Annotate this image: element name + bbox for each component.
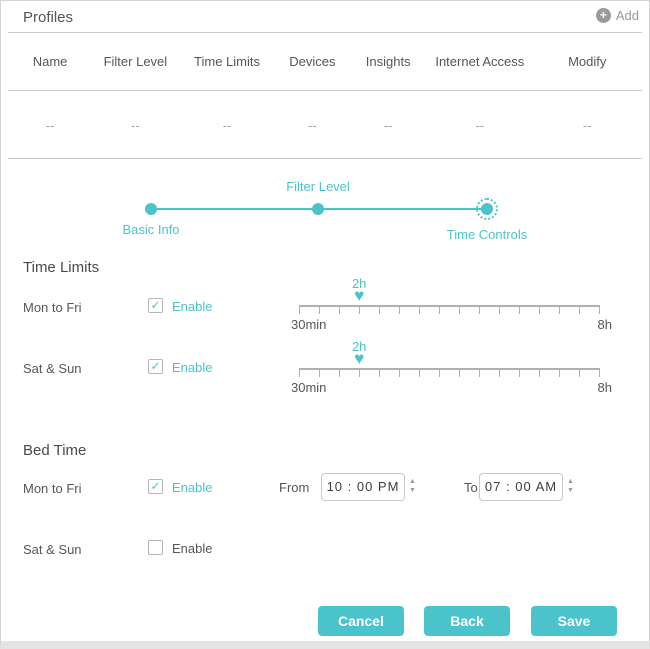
stepper-label-basic-info: Basic Info bbox=[122, 222, 180, 237]
slider-min-label: 30min bbox=[291, 380, 327, 395]
time-limits-mon-fri-slider: 2h ♥ 30min 8h bbox=[291, 276, 612, 332]
bed-time-to-stepper[interactable]: ▲ ▼ bbox=[567, 478, 574, 495]
check-icon: ✓ bbox=[150, 479, 161, 493]
cell-name: -- bbox=[45, 118, 55, 133]
time-limits-heading: Time Limits bbox=[23, 259, 100, 276]
slider-ruler[interactable] bbox=[299, 305, 600, 314]
cell-filter-level: -- bbox=[131, 118, 140, 133]
bed-time-sat-sun-enable-label[interactable]: Enable bbox=[172, 541, 213, 556]
cell-internet-access: -- bbox=[475, 118, 485, 133]
slider-max-label: 8h bbox=[597, 317, 612, 332]
bed-time-mon-fri-checkbox[interactable]: ✓ bbox=[148, 479, 163, 494]
slider-handle-icon[interactable]: ♥ bbox=[354, 349, 365, 368]
spinner-down-icon[interactable]: ▼ bbox=[567, 487, 574, 494]
column-header-devices: Devices bbox=[289, 54, 336, 69]
spinner-up-icon[interactable]: ▲ bbox=[409, 478, 416, 485]
slider-ruler[interactable] bbox=[299, 368, 600, 377]
slider-max-label: 8h bbox=[597, 380, 612, 395]
time-limits-sat-sun-label: Sat & Sun bbox=[23, 361, 82, 376]
table-header-divider bbox=[8, 90, 642, 91]
cancel-button[interactable]: Cancel bbox=[318, 606, 404, 636]
bed-time-sat-sun-label: Sat & Sun bbox=[23, 542, 82, 557]
time-limits-sat-sun-slider: 2h ♥ 30min 8h bbox=[291, 339, 612, 395]
time-limits-mon-fri-label: Mon to Fri bbox=[23, 300, 82, 315]
add-icon: + bbox=[595, 8, 611, 23]
to-label: To bbox=[464, 480, 478, 495]
time-limits-sat-sun-enable-label[interactable]: Enable bbox=[172, 360, 213, 375]
header-divider bbox=[8, 32, 642, 33]
check-icon: ✓ bbox=[150, 359, 161, 373]
column-header-name: Name bbox=[32, 54, 68, 69]
bed-time-mon-fri-label: Mon to Fri bbox=[23, 481, 82, 496]
cell-devices: -- bbox=[308, 118, 317, 133]
slider-min-label: 30min bbox=[291, 317, 327, 332]
save-button[interactable]: Save bbox=[531, 606, 617, 636]
table-bottom-divider bbox=[8, 158, 642, 159]
column-header-internet-access: Internet Access bbox=[435, 54, 525, 69]
table-header-row: Name Filter Level Time Limits Devices In… bbox=[9, 54, 641, 69]
time-limits-mon-fri-checkbox[interactable]: ✓ bbox=[148, 298, 163, 313]
stepper-dot-basic-info[interactable] bbox=[145, 203, 157, 215]
time-limits-mon-fri-enable-label[interactable]: Enable bbox=[172, 299, 213, 314]
time-limits-sat-sun-checkbox[interactable]: ✓ bbox=[148, 359, 163, 374]
column-header-time-limits: Time Limits bbox=[194, 54, 260, 69]
slider-value-label: 2h bbox=[351, 339, 367, 354]
bed-time-from-stepper[interactable]: ▲ ▼ bbox=[409, 478, 416, 495]
add-profile-button[interactable]: + Add bbox=[595, 8, 639, 23]
stepper-dot-time-controls[interactable] bbox=[476, 198, 498, 220]
bed-time-sat-sun-checkbox[interactable]: ✓ bbox=[148, 540, 163, 555]
bed-time-heading: Bed Time bbox=[23, 442, 87, 459]
spinner-up-icon[interactable]: ▲ bbox=[567, 478, 574, 485]
stepper-label-filter-level: Filter Level bbox=[286, 179, 350, 194]
page-title: Profiles bbox=[23, 9, 74, 26]
back-button[interactable]: Back bbox=[424, 606, 510, 636]
from-label: From bbox=[279, 480, 310, 495]
stepper-dot-filter-level[interactable] bbox=[312, 203, 324, 215]
cell-time-limits: -- bbox=[222, 118, 232, 133]
stepper-label-time-controls: Time Controls bbox=[446, 227, 528, 242]
column-header-modify: Modify bbox=[568, 54, 607, 69]
slider-value-label: 2h bbox=[351, 276, 367, 291]
bed-time-from-input[interactable]: 10 : 00 PM bbox=[321, 473, 405, 501]
table-row: -- -- -- -- -- -- -- bbox=[9, 118, 641, 133]
cell-insights: -- bbox=[383, 118, 393, 133]
stepper-current-dot bbox=[481, 203, 493, 215]
check-icon: ✓ bbox=[150, 298, 161, 312]
bed-time-mon-fri-enable-label[interactable]: Enable bbox=[172, 480, 213, 495]
bed-time-to-input[interactable]: 07 : 00 AM bbox=[479, 473, 563, 501]
column-header-filter-level: Filter Level bbox=[103, 54, 168, 69]
cell-modify: -- bbox=[582, 118, 592, 133]
add-button-label: Add bbox=[615, 8, 639, 23]
spinner-down-icon[interactable]: ▼ bbox=[409, 487, 416, 494]
slider-handle-icon[interactable]: ♥ bbox=[354, 286, 365, 305]
column-header-insights: Insights bbox=[365, 54, 411, 69]
